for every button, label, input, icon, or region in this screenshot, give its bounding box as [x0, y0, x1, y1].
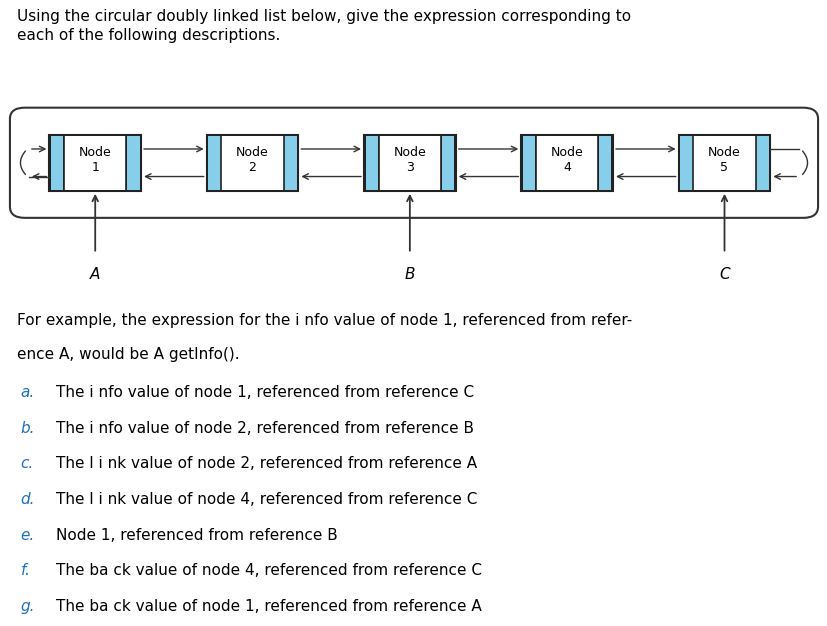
Text: a.: a. — [21, 385, 35, 400]
Text: A: A — [90, 267, 100, 282]
Bar — [379, 136, 440, 190]
FancyArrowPatch shape — [801, 151, 806, 175]
Bar — [50, 135, 141, 191]
Text: C: C — [719, 267, 729, 282]
Text: d.: d. — [21, 492, 36, 507]
Bar — [678, 135, 770, 191]
Text: The i nfo value of node 1, referenced from reference C: The i nfo value of node 1, referenced fr… — [56, 385, 474, 400]
Text: Node
5: Node 5 — [707, 146, 740, 173]
Bar — [756, 136, 767, 190]
Text: For example, the expression for the i nfo value of node 1, referenced from refer: For example, the expression for the i nf… — [17, 313, 631, 328]
Text: Using the circular doubly linked list below, give the expression corresponding t: Using the circular doubly linked list be… — [17, 9, 630, 24]
Text: Node 1, referenced from reference B: Node 1, referenced from reference B — [56, 528, 337, 543]
Bar — [536, 136, 597, 190]
Bar — [442, 136, 453, 190]
Bar — [521, 135, 613, 191]
Bar — [51, 136, 64, 190]
Bar — [523, 136, 534, 190]
Bar — [222, 136, 283, 190]
Text: ence A, would be A getInfo().: ence A, would be A getInfo(). — [17, 347, 239, 362]
Text: f.: f. — [21, 563, 31, 578]
Text: Node
3: Node 3 — [393, 146, 426, 173]
Bar — [284, 136, 297, 190]
Bar — [207, 135, 298, 191]
Text: c.: c. — [21, 456, 34, 471]
Text: g.: g. — [21, 599, 36, 614]
Text: The l i nk value of node 4, referenced from reference C: The l i nk value of node 4, referenced f… — [56, 492, 477, 507]
Text: Node
4: Node 4 — [550, 146, 583, 173]
Text: each of the following descriptions.: each of the following descriptions. — [17, 28, 280, 43]
Text: The ba ck value of node 1, referenced from reference A: The ba ck value of node 1, referenced fr… — [56, 599, 481, 614]
FancyArrowPatch shape — [21, 151, 26, 175]
Text: Node
2: Node 2 — [236, 146, 269, 173]
Text: The ba ck value of node 4, referenced from reference C: The ba ck value of node 4, referenced fr… — [56, 563, 481, 578]
Bar — [693, 136, 754, 190]
Text: Node
1: Node 1 — [79, 146, 112, 173]
Text: B: B — [404, 267, 414, 282]
Text: The l i nk value of node 2, referenced from reference A: The l i nk value of node 2, referenced f… — [56, 456, 477, 471]
Bar — [599, 136, 610, 190]
Bar — [364, 135, 455, 191]
Text: b.: b. — [21, 421, 36, 436]
Bar — [366, 136, 377, 190]
Bar — [680, 136, 691, 190]
Bar — [65, 136, 126, 190]
Bar — [208, 136, 220, 190]
Text: The i nfo value of node 2, referenced from reference B: The i nfo value of node 2, referenced fr… — [56, 421, 474, 436]
Text: e.: e. — [21, 528, 35, 543]
Bar — [127, 136, 139, 190]
